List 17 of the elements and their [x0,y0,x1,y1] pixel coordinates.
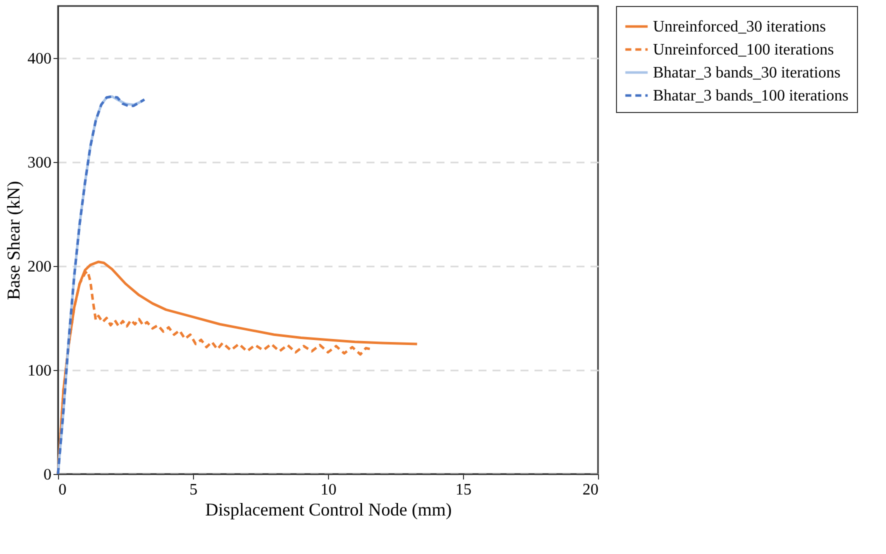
legend-label: Unreinforced_30 iterations [653,18,826,36]
legend-label: Unreinforced_100 iterations [653,42,834,58]
x-tick-label: 5 [190,482,198,498]
x-axis-title: Displacement Control Node (mm) [205,500,452,520]
x-tick-label: 0 [58,482,66,498]
x-tick-label: 20 [582,482,598,498]
y-tick-label: 100 [28,362,52,380]
y-tick-label: 200 [28,258,52,276]
x-tick-label: 15 [456,482,472,498]
y-tick-label: 400 [28,50,52,68]
x-tick-label: 10 [320,482,336,498]
legend-label: Bhatar_3 bands_100 iterations [653,88,849,104]
line-series [56,95,146,476]
legend-label: Bhatar_3 bands_30 iterations [653,64,841,82]
y-tick-label: 0 [44,466,52,484]
y-axis-title: Base Shear (kN) [4,181,24,300]
y-tick-label: 300 [28,154,52,172]
